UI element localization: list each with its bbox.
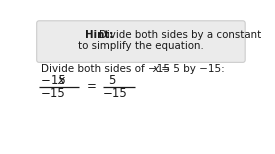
Text: Hint:: Hint:	[85, 30, 113, 40]
Text: Divide both sides of −15: Divide both sides of −15	[41, 64, 173, 74]
Text: x: x	[58, 74, 65, 87]
Text: = 5 by −15:: = 5 by −15:	[158, 64, 225, 74]
Text: 5: 5	[108, 74, 116, 87]
FancyBboxPatch shape	[37, 21, 245, 62]
Text: x: x	[152, 64, 158, 74]
Text: −15: −15	[103, 87, 127, 100]
Text: Divide both sides by a constant: Divide both sides by a constant	[100, 30, 262, 40]
Text: −15: −15	[41, 74, 69, 87]
Text: =: =	[86, 81, 96, 93]
Text: −15: −15	[41, 87, 65, 100]
Text: to simplify the equation.: to simplify the equation.	[78, 41, 204, 51]
